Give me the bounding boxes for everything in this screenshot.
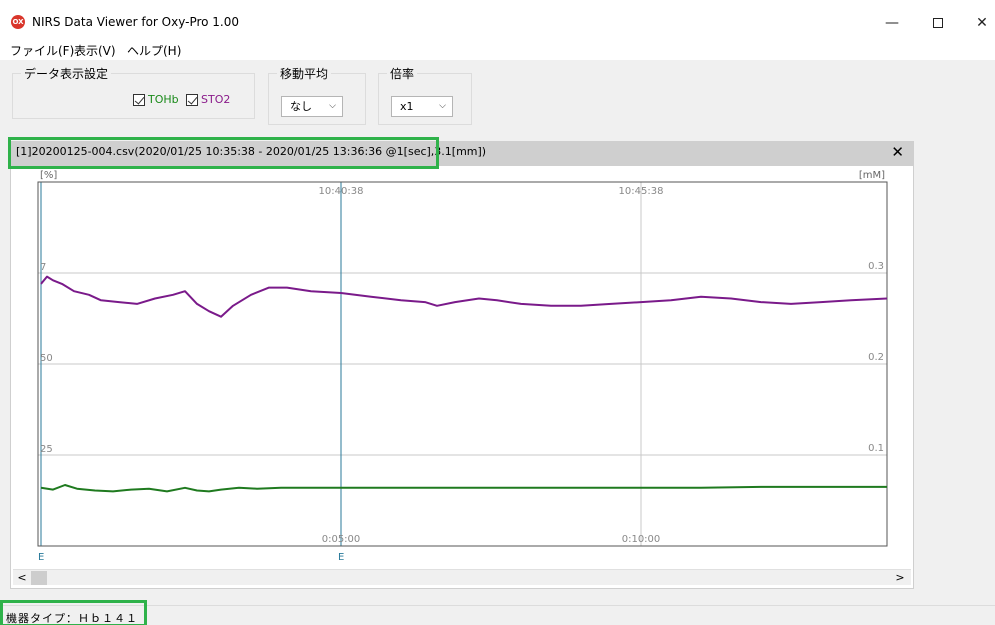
time-top-label: 10:45:38 (619, 186, 664, 197)
time-top-label: 10:40:38 (319, 186, 364, 197)
chart-panel-close-button[interactable]: ✕ (891, 143, 904, 161)
magnification-group: 倍率 x1 ⌵ (378, 65, 472, 125)
left-axis-unit: [%] (40, 170, 57, 181)
chart-panel-header: [1]20200125-004.csv(2020/01/25 10:35:38 … (10, 141, 914, 165)
moving-average-select[interactable]: なし ⌵ (281, 96, 343, 117)
left-tick-label: 25 (40, 444, 53, 455)
time-bottom-label: 0:05:00 (322, 534, 361, 545)
window-title: NIRS Data Viewer for Oxy-Pro 1.00 (32, 15, 240, 29)
chart-panel-title: [1]20200125-004.csv(2020/01/25 10:35:38 … (16, 145, 487, 158)
event-marker-label: E (38, 552, 44, 563)
right-axis-unit: [mM] (859, 170, 885, 181)
tohb-checkbox[interactable]: TOHb (133, 93, 179, 106)
app-logo-icon: OX (11, 15, 25, 29)
highlight-status-bar (0, 600, 147, 625)
menu-help[interactable]: ヘルプ(H) (127, 44, 182, 58)
scroll-left-button[interactable]: < (17, 571, 27, 584)
magnification-title: 倍率 (387, 65, 418, 82)
minimize-button[interactable]: — (885, 15, 899, 31)
maximize-button[interactable] (918, 10, 958, 36)
checkbox-checked-icon (186, 94, 198, 106)
scroll-thumb[interactable] (31, 571, 47, 585)
sto2-label: STO2 (201, 93, 231, 106)
series-line-tohb (40, 484, 887, 493)
checkbox-checked-icon (133, 94, 145, 106)
time-bottom-label: 0:10:00 (622, 534, 661, 545)
close-button[interactable]: ✕ (976, 15, 988, 31)
moving-average-title: 移動平均 (277, 65, 332, 82)
chart-panel-body (10, 165, 914, 589)
status-bar: 機器タイプ：Ｈｂ１４１ (0, 605, 995, 625)
menu-bar: ファイル(F) 表示(V) ヘルプ(H) (0, 40, 995, 60)
moving-average-group: 移動平均 なし ⌵ (268, 65, 366, 125)
nirs-line-chart[interactable]: E E [%] [mM] 7 50 25 0.3 0.2 0.1 10:40:38 10:45:38 0… (10, 165, 914, 569)
plot-area-border (37, 181, 888, 547)
chevron-down-icon: ⌵ (439, 101, 446, 111)
display-settings-title: データ表示設定 (21, 65, 112, 82)
menu-file[interactable]: ファイル(F) (10, 44, 75, 58)
right-tick-label: 0.2 (868, 352, 884, 363)
event-marker-label: E (338, 552, 344, 563)
title-bar: OX NIRS Data Viewer for Oxy-Pro 1.00 — ✕ (0, 0, 995, 40)
chevron-down-icon: ⌵ (329, 101, 336, 111)
left-tick-label: 7 (40, 262, 46, 273)
device-type-status: 機器タイプ：Ｈｂ１４１ (6, 612, 138, 625)
display-settings-group: データ表示設定 TOHb STO2 (12, 65, 255, 119)
magnification-value: x1 (400, 100, 414, 113)
moving-average-value: なし (290, 100, 312, 113)
menu-view[interactable]: 表示(V) (74, 44, 116, 58)
tohb-label: TOHb (148, 93, 179, 106)
series-line-sto2 (40, 275, 888, 318)
magnification-select[interactable]: x1 ⌵ (391, 96, 453, 117)
highlight-panel-title (8, 137, 439, 169)
maximize-icon (933, 18, 943, 28)
right-tick-label: 0.3 (868, 261, 884, 272)
right-tick-label: 0.1 (868, 443, 884, 454)
left-tick-label: 50 (40, 353, 53, 364)
horizontal-scrollbar[interactable]: < > (13, 569, 911, 585)
sto2-checkbox[interactable]: STO2 (186, 93, 230, 106)
scroll-right-button[interactable]: > (895, 571, 905, 584)
